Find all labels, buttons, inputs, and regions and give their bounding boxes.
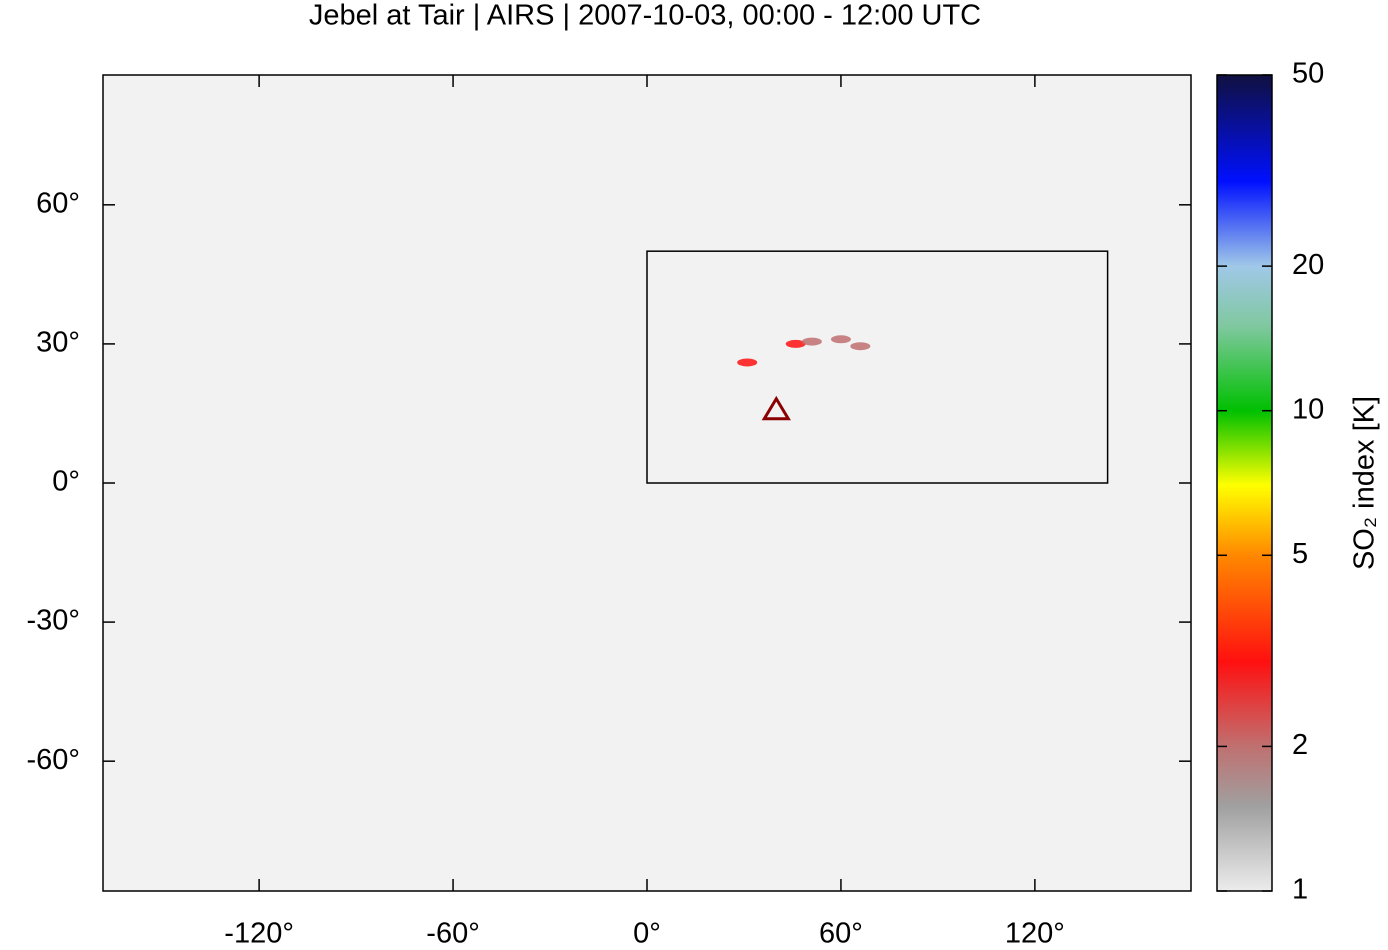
- so2-plume: [785, 339, 806, 348]
- y-tick-label: 60°: [36, 187, 80, 219]
- y-tick-label: -30°: [26, 605, 80, 637]
- colorbar-label: SO₂ index [K]: [1349, 396, 1381, 570]
- colorbar-tick-label: 1: [1292, 874, 1308, 906]
- chart-title: Jebel at Tair | AIRS | 2007-10-03, 00:00…: [309, 0, 981, 32]
- x-tick-label: -120°: [224, 918, 294, 950]
- x-tick-label: 120°: [1005, 918, 1065, 950]
- map-layer: [646, 250, 1109, 484]
- volcano-marker: [761, 395, 791, 421]
- so2-plume: [830, 335, 851, 344]
- x-tick-label: -60°: [426, 918, 480, 950]
- so2-plume: [850, 342, 871, 351]
- colorbar-tick-label: 50: [1292, 58, 1324, 90]
- so2-plume: [801, 337, 822, 346]
- y-tick-label: -60°: [26, 744, 80, 776]
- y-tick-label: 0°: [52, 466, 80, 498]
- colorbar-tick-label: 10: [1292, 393, 1324, 425]
- colorbar-tick-label: 5: [1292, 538, 1308, 570]
- region-box: [646, 250, 1109, 484]
- x-tick-label: 0°: [633, 918, 661, 950]
- x-tick-label: 60°: [819, 918, 863, 950]
- y-tick-label: 30°: [36, 327, 80, 359]
- colorbar-tick-label: 20: [1292, 249, 1324, 281]
- so2-plume: [737, 358, 758, 367]
- colorbar-tick-label: 2: [1292, 729, 1308, 761]
- colorbar: [1216, 74, 1273, 892]
